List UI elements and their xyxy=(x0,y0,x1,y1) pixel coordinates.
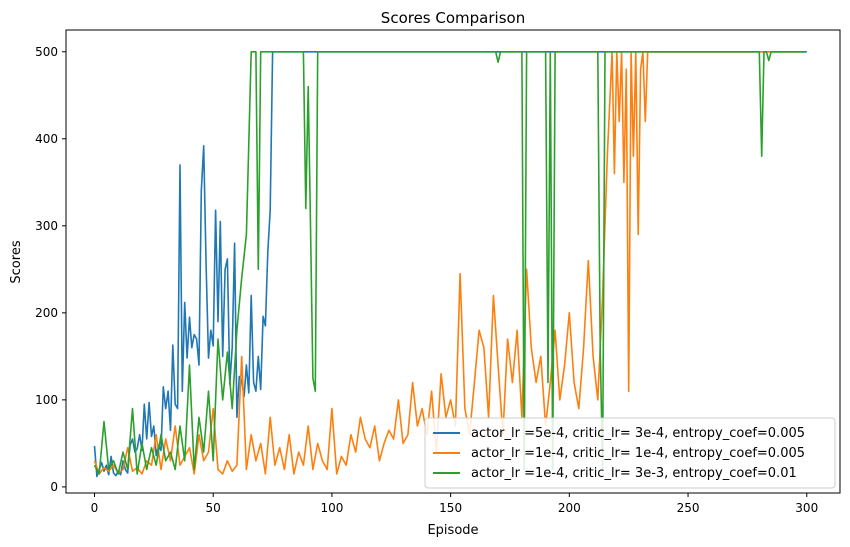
legend-label-1: actor_lr =5e-4, critic_lr= 3e-4, entropy… xyxy=(471,426,805,441)
x-tick-label: 300 xyxy=(795,501,818,515)
y-tick-label: 100 xyxy=(35,393,58,407)
x-axis: 0 50 100 150 200 250 300 xyxy=(91,493,818,515)
legend-label-3: actor_lr =1e-4, critic_lr= 3e-3, entropy… xyxy=(471,466,797,481)
legend-frame xyxy=(424,417,836,489)
y-tick-label: 200 xyxy=(35,306,58,320)
series-line-3 xyxy=(93,50,805,475)
axes-frame xyxy=(65,29,841,494)
x-tick-label: 50 xyxy=(206,501,221,515)
x-tick-label: 150 xyxy=(439,501,462,515)
y-tick-label: 0 xyxy=(50,480,58,494)
y-tick-label: 400 xyxy=(35,132,58,146)
legend: actor_lr =5e-4, critic_lr= 3e-4, entropy… xyxy=(424,417,836,489)
x-tick-label: 200 xyxy=(558,501,581,515)
x-axis-label: Episode xyxy=(427,523,478,538)
y-tick-label: 500 xyxy=(35,45,58,59)
y-axis-label: Scores xyxy=(9,240,24,283)
x-tick-label: 0 xyxy=(91,501,99,515)
y-tick-label: 300 xyxy=(35,219,58,233)
series-line-2 xyxy=(93,50,805,475)
y-axis: 0 100 200 300 400 500 xyxy=(35,45,66,494)
plot-area xyxy=(93,50,807,478)
legend-label-2: actor_lr =1e-4, critic_lr= 1e-4, entropy… xyxy=(471,446,805,461)
chart-title: Scores Comparison xyxy=(381,9,525,27)
x-tick-label: 250 xyxy=(677,501,700,515)
x-tick-label: 100 xyxy=(320,501,343,515)
